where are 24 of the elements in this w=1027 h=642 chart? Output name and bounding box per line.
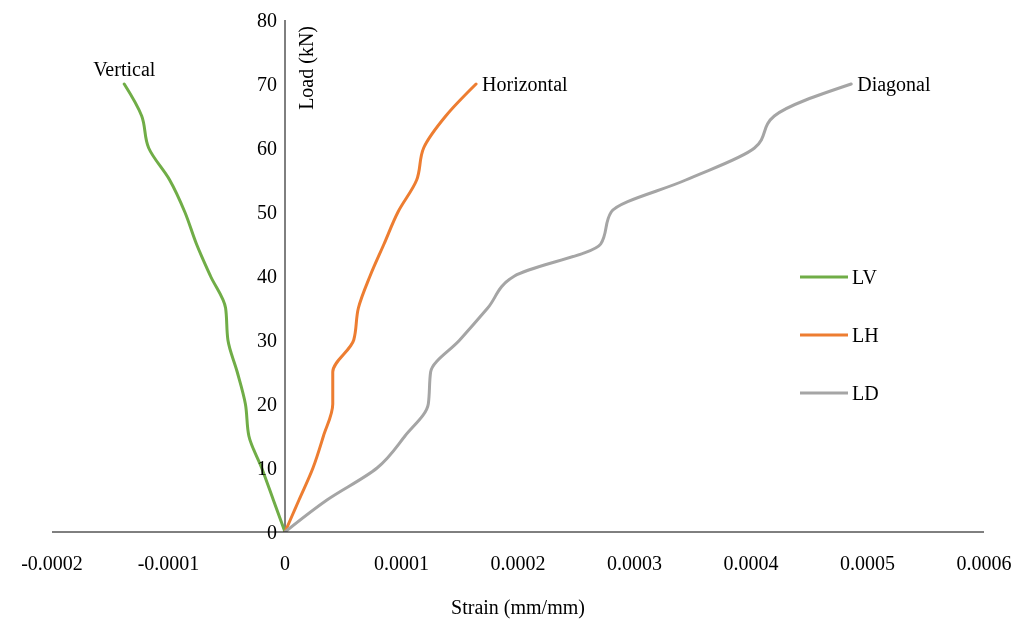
x-axis-title: Strain (mm/mm) — [451, 596, 585, 619]
legend-label: LH — [852, 323, 879, 347]
y-tick-label: 80 — [257, 9, 277, 31]
annotation: Diagonal — [857, 73, 931, 97]
y-tick-label: 40 — [257, 265, 277, 287]
x-tick-label: 0.0002 — [490, 552, 546, 575]
y-tick-label: 30 — [257, 329, 277, 351]
y-tick-label: 0 — [267, 521, 277, 543]
x-tick-label: -0.0001 — [137, 552, 200, 575]
x-tick-label: 0.0005 — [840, 552, 895, 575]
x-tick-label: -0.0002 — [21, 552, 83, 575]
legend-label: LV — [852, 265, 877, 289]
x-tick-label: 0.0001 — [374, 552, 429, 575]
x-tick-label: 0.0004 — [723, 552, 779, 575]
legend-label: LD — [852, 381, 879, 405]
annotation: Horizontal — [482, 73, 569, 96]
y-axis-title: Load (kN) — [295, 26, 318, 110]
x-tick-label: 0.0003 — [607, 552, 662, 575]
x-tick-label: 0.0006 — [956, 552, 1012, 575]
y-tick-label: 60 — [257, 137, 277, 159]
y-tick-label: 50 — [257, 201, 277, 223]
y-tick-label: 70 — [257, 73, 277, 95]
y-tick-label: 20 — [257, 393, 277, 415]
annotation: Vertical — [93, 58, 156, 80]
